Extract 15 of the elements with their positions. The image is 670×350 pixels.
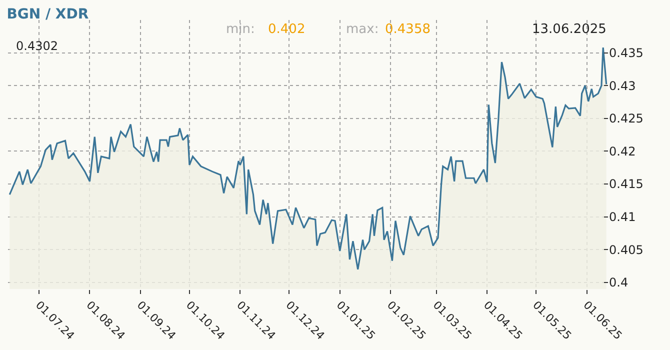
annotation: 0.4302 (16, 39, 58, 53)
annotation: 0.402 (268, 22, 306, 37)
y-tick-label: 0.425 (609, 112, 644, 126)
y-tick-label: 0.42 (609, 144, 636, 158)
y-tick-label: 0.435 (609, 46, 644, 60)
y-tick-label: 0.405 (609, 242, 644, 257)
y-tick-label: 0.43 (609, 78, 636, 93)
annotation: min: (226, 22, 255, 37)
annotation: 13.06.2025 (532, 22, 606, 37)
y-tick-label: 0.415 (609, 177, 644, 192)
y-tick-label: 0.41 (609, 210, 636, 224)
chart-title: BGN / XDR (6, 6, 89, 23)
annotation: max: (346, 22, 379, 37)
annotation: 0.4358 (385, 22, 430, 37)
y-tick-label: 0.4 (609, 276, 628, 290)
